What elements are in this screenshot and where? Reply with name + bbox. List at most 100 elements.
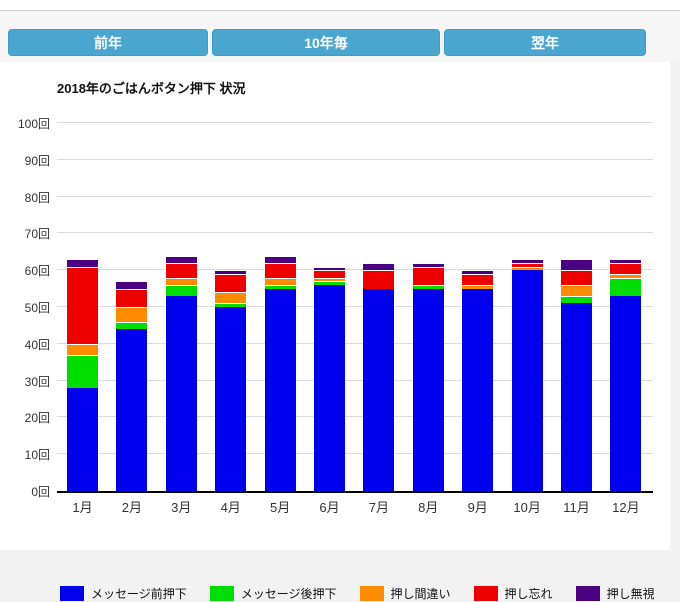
bar-segment[interactable] xyxy=(215,273,247,293)
x-tick-label: 2月 xyxy=(121,500,143,515)
bar-segment[interactable] xyxy=(561,259,592,271)
legend-label: 押し無視 xyxy=(606,587,655,601)
bar-2月 xyxy=(116,281,148,491)
gridline xyxy=(57,158,653,160)
bar-segment[interactable] xyxy=(116,281,148,289)
prev-year-button[interactable]: 前年 xyxy=(8,29,208,56)
bar-segment[interactable] xyxy=(215,303,247,307)
bar-7月 xyxy=(363,262,395,491)
bar-segment[interactable] xyxy=(561,270,592,285)
bar-segment[interactable] xyxy=(314,270,345,278)
x-tick-label: 9月 xyxy=(467,500,488,515)
bar-segment[interactable] xyxy=(363,270,395,289)
gridline xyxy=(57,306,653,307)
bar-5月 xyxy=(264,255,296,491)
bar-segment[interactable] xyxy=(67,343,98,355)
bar-segment[interactable] xyxy=(215,307,247,491)
bar-3月 xyxy=(165,255,197,491)
legend-item: 押し忘れ xyxy=(473,585,553,602)
bar-segment[interactable] xyxy=(462,273,494,285)
bar-segment[interactable] xyxy=(314,284,345,491)
bar-segment[interactable] xyxy=(215,292,247,304)
bar-segment[interactable] xyxy=(610,277,642,296)
gridline xyxy=(57,379,653,381)
bar-segment[interactable] xyxy=(264,284,296,289)
bar-segment[interactable] xyxy=(462,288,494,491)
y-tick-label: 100回 xyxy=(17,117,50,131)
bar-segment[interactable] xyxy=(511,266,543,271)
legend-label: メッセージ前押下 xyxy=(91,587,187,601)
bar-segment[interactable] xyxy=(412,288,444,491)
y-tick-label: 0回 xyxy=(31,485,50,499)
bar-segment[interactable] xyxy=(561,284,592,296)
bar-segment[interactable] xyxy=(67,387,98,491)
x-tick-label: 4月 xyxy=(220,500,241,515)
bar-segment[interactable] xyxy=(67,266,98,344)
y-tick-label: 20回 xyxy=(24,411,50,426)
bar-segment[interactable] xyxy=(314,281,345,285)
x-tick-label: 1月 xyxy=(72,500,93,515)
bar-segment[interactable] xyxy=(412,284,444,289)
chart-panel: 2018年のごはんボタン押下 状況 0回 10回 20回 30回 40回 50回 60回 70… xyxy=(0,62,670,601)
bar-segment[interactable] xyxy=(511,259,543,263)
bar-segment[interactable] xyxy=(462,284,494,289)
bar-segment[interactable] xyxy=(67,354,98,388)
bar-segment[interactable] xyxy=(165,255,197,263)
bar-segment[interactable] xyxy=(314,277,345,282)
bar-segment[interactable] xyxy=(462,270,494,274)
bar-segment[interactable] xyxy=(363,262,395,271)
gridline xyxy=(57,122,653,123)
bar-segment[interactable] xyxy=(116,321,148,330)
chart-legend: メッセージ前押下 メッセージ後押下 押し間違い 押し忘れ 押し無視 xyxy=(60,585,655,602)
bar-segment[interactable] xyxy=(116,288,148,308)
x-tick-label: 6月 xyxy=(319,500,340,515)
stacked-bar-chart: 0回 10回 20回 30回 40回 50回 60回 70回 80回 90回 100回 1月 2月 3月… xyxy=(0,117,670,601)
decade-view-button[interactable]: 10年毎 xyxy=(212,29,440,56)
y-tick-label: 60回 xyxy=(24,264,50,279)
bar-segment[interactable] xyxy=(165,284,197,296)
legend-item: メッセージ後押下 xyxy=(209,585,337,602)
bar-segment[interactable] xyxy=(314,266,345,271)
bar-segment[interactable] xyxy=(363,288,395,491)
gridline xyxy=(57,453,653,455)
gridline xyxy=(57,232,653,234)
bar-10月 xyxy=(511,259,543,491)
legend-swatch xyxy=(359,586,384,601)
legend-label: 押し忘れ xyxy=(504,587,553,601)
bar-segment[interactable] xyxy=(610,295,642,491)
bar-11月 xyxy=(561,259,592,491)
chart-title: 2018年のごはんボタン押下 状況 xyxy=(57,81,246,96)
bar-segment[interactable] xyxy=(412,262,444,267)
bar-segment[interactable] xyxy=(116,307,148,322)
bar-segment[interactable] xyxy=(116,329,148,491)
legend-swatch xyxy=(473,586,498,601)
bar-segment[interactable] xyxy=(67,259,98,267)
x-tick-label: 8月 xyxy=(418,500,439,515)
x-tick-label: 11月 xyxy=(563,500,590,515)
bar-segment[interactable] xyxy=(264,288,296,491)
legend-swatch xyxy=(575,586,600,601)
y-tick-label: 10回 xyxy=(24,448,50,463)
y-tick-label: 40回 xyxy=(24,337,50,352)
bar-segment[interactable] xyxy=(561,295,592,304)
bar-segment[interactable] xyxy=(215,270,247,274)
bar-segment[interactable] xyxy=(412,266,444,285)
bar-segment[interactable] xyxy=(264,255,296,263)
x-tick-label: 7月 xyxy=(368,500,390,515)
bar-segment[interactable] xyxy=(610,259,642,263)
bar-segment[interactable] xyxy=(561,303,592,491)
bar-9月 xyxy=(462,270,494,491)
bar-segment[interactable] xyxy=(264,262,296,278)
bar-segment[interactable] xyxy=(610,273,642,278)
bar-segment[interactable] xyxy=(511,262,543,267)
bar-8月 xyxy=(412,262,444,491)
bar-segment[interactable] xyxy=(610,262,642,274)
bar-segment[interactable] xyxy=(165,295,197,491)
bar-4月 xyxy=(215,270,247,491)
bar-segment[interactable] xyxy=(511,270,543,491)
next-year-button[interactable]: 翌年 xyxy=(444,29,646,56)
bar-segment[interactable] xyxy=(165,277,197,285)
bar-segment[interactable] xyxy=(165,262,197,278)
bar-12月 xyxy=(610,259,642,491)
bar-segment[interactable] xyxy=(264,277,296,285)
